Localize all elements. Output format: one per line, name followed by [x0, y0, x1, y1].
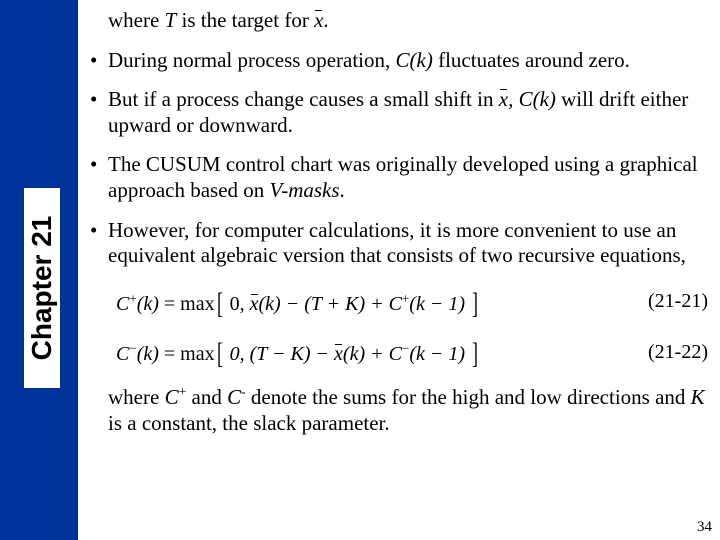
intro-line: where T is the target for x.	[108, 8, 714, 34]
equation-21-22: C−(k) = max[ 0, (T − K) − x(k) + C−(k − …	[116, 333, 714, 370]
equation-21-21: C+(k) = max[ 0, x(k) − (T + K) + C+(k − …	[116, 283, 714, 320]
xbar-icon: x	[250, 292, 259, 316]
text: (k) − (T + K) +	[259, 293, 389, 315]
bullet-dot-icon: •	[90, 48, 108, 74]
sup-minus: −	[129, 341, 136, 356]
var-vmask: V-masks	[270, 178, 340, 202]
text: During normal process operation,	[108, 48, 396, 72]
bullet-text: But if a process change causes a small s…	[108, 87, 714, 138]
bullet-dot-icon: •	[90, 218, 108, 269]
text: (k − 1)	[409, 343, 470, 365]
closing-line: where C+ and C- denote the sums for the …	[108, 384, 714, 436]
var-K: K	[691, 385, 705, 409]
text: denote the sums for the high and low dir…	[246, 385, 691, 409]
text: The CUSUM control chart was originally d…	[108, 152, 698, 202]
var-C: C	[389, 293, 402, 315]
eq-body: C−(k) = max[ 0, (T − K) − x(k) + C−(k − …	[116, 333, 480, 370]
bullet-4: • However, for computer calculations, it…	[90, 218, 714, 269]
content-area: where T is the target for x. • During no…	[90, 8, 714, 436]
bracket-open-icon: [	[217, 286, 223, 323]
xbar-icon: x	[334, 342, 343, 366]
text: 0, (T − K) −	[225, 343, 334, 365]
text: is the target for	[176, 8, 314, 32]
sup-plus: +	[129, 290, 136, 305]
text: where	[108, 8, 165, 32]
chapter-label: Chapter 21	[24, 188, 60, 388]
text: But if a process change causes a small s…	[108, 87, 499, 111]
bracket-close-icon: ]	[472, 286, 478, 323]
text: ,	[508, 87, 519, 111]
text: (k)	[137, 293, 159, 315]
bullet-3: • The CUSUM control chart was originally…	[90, 152, 714, 203]
bullet-text: However, for computer calculations, it i…	[108, 218, 714, 269]
bullet-dot-icon: •	[90, 87, 108, 138]
text: where	[108, 385, 165, 409]
var-C: C	[116, 293, 129, 315]
slide-root: Chapter 21 where T is the target for x. …	[0, 0, 720, 540]
text: = max	[159, 293, 215, 315]
text: (k)	[137, 343, 159, 365]
text: is a constant, the slack parameter.	[108, 411, 390, 435]
xbar-icon: x	[499, 87, 508, 113]
text: .	[340, 178, 345, 202]
text: (k) +	[343, 343, 389, 365]
bullet-2: • But if a process change causes a small…	[90, 87, 714, 138]
eq-number: (21-22)	[648, 340, 714, 364]
bullet-text: The CUSUM control chart was originally d…	[108, 152, 714, 203]
xbar-icon: x	[314, 8, 323, 34]
text: = max	[159, 343, 215, 365]
var-C: C	[389, 343, 402, 365]
text: and	[186, 385, 227, 409]
var-C: C	[165, 385, 179, 409]
bullet-dot-icon: •	[90, 152, 108, 203]
page-number: 34	[697, 519, 712, 536]
bullet-1: • During normal process operation, C(k) …	[90, 48, 714, 74]
var-C: C	[116, 343, 129, 365]
text: 0,	[225, 293, 250, 315]
text: .	[323, 8, 328, 32]
bullet-text: During normal process operation, C(k) fl…	[108, 48, 714, 74]
text: (k − 1)	[409, 293, 470, 315]
var-T: T	[165, 8, 177, 32]
bracket-open-icon: [	[217, 336, 223, 373]
var-ck: C(k)	[519, 87, 556, 111]
bracket-close-icon: ]	[472, 336, 478, 373]
var-ck: C(k)	[396, 48, 433, 72]
text: fluctuates around zero.	[433, 48, 630, 72]
equation-block: C+(k) = max[ 0, x(k) − (T + K) + C+(k − …	[116, 283, 714, 370]
eq-body: C+(k) = max[ 0, x(k) − (T + K) + C+(k − …	[116, 283, 480, 320]
eq-number: (21-21)	[648, 289, 714, 313]
var-C: C	[227, 385, 241, 409]
